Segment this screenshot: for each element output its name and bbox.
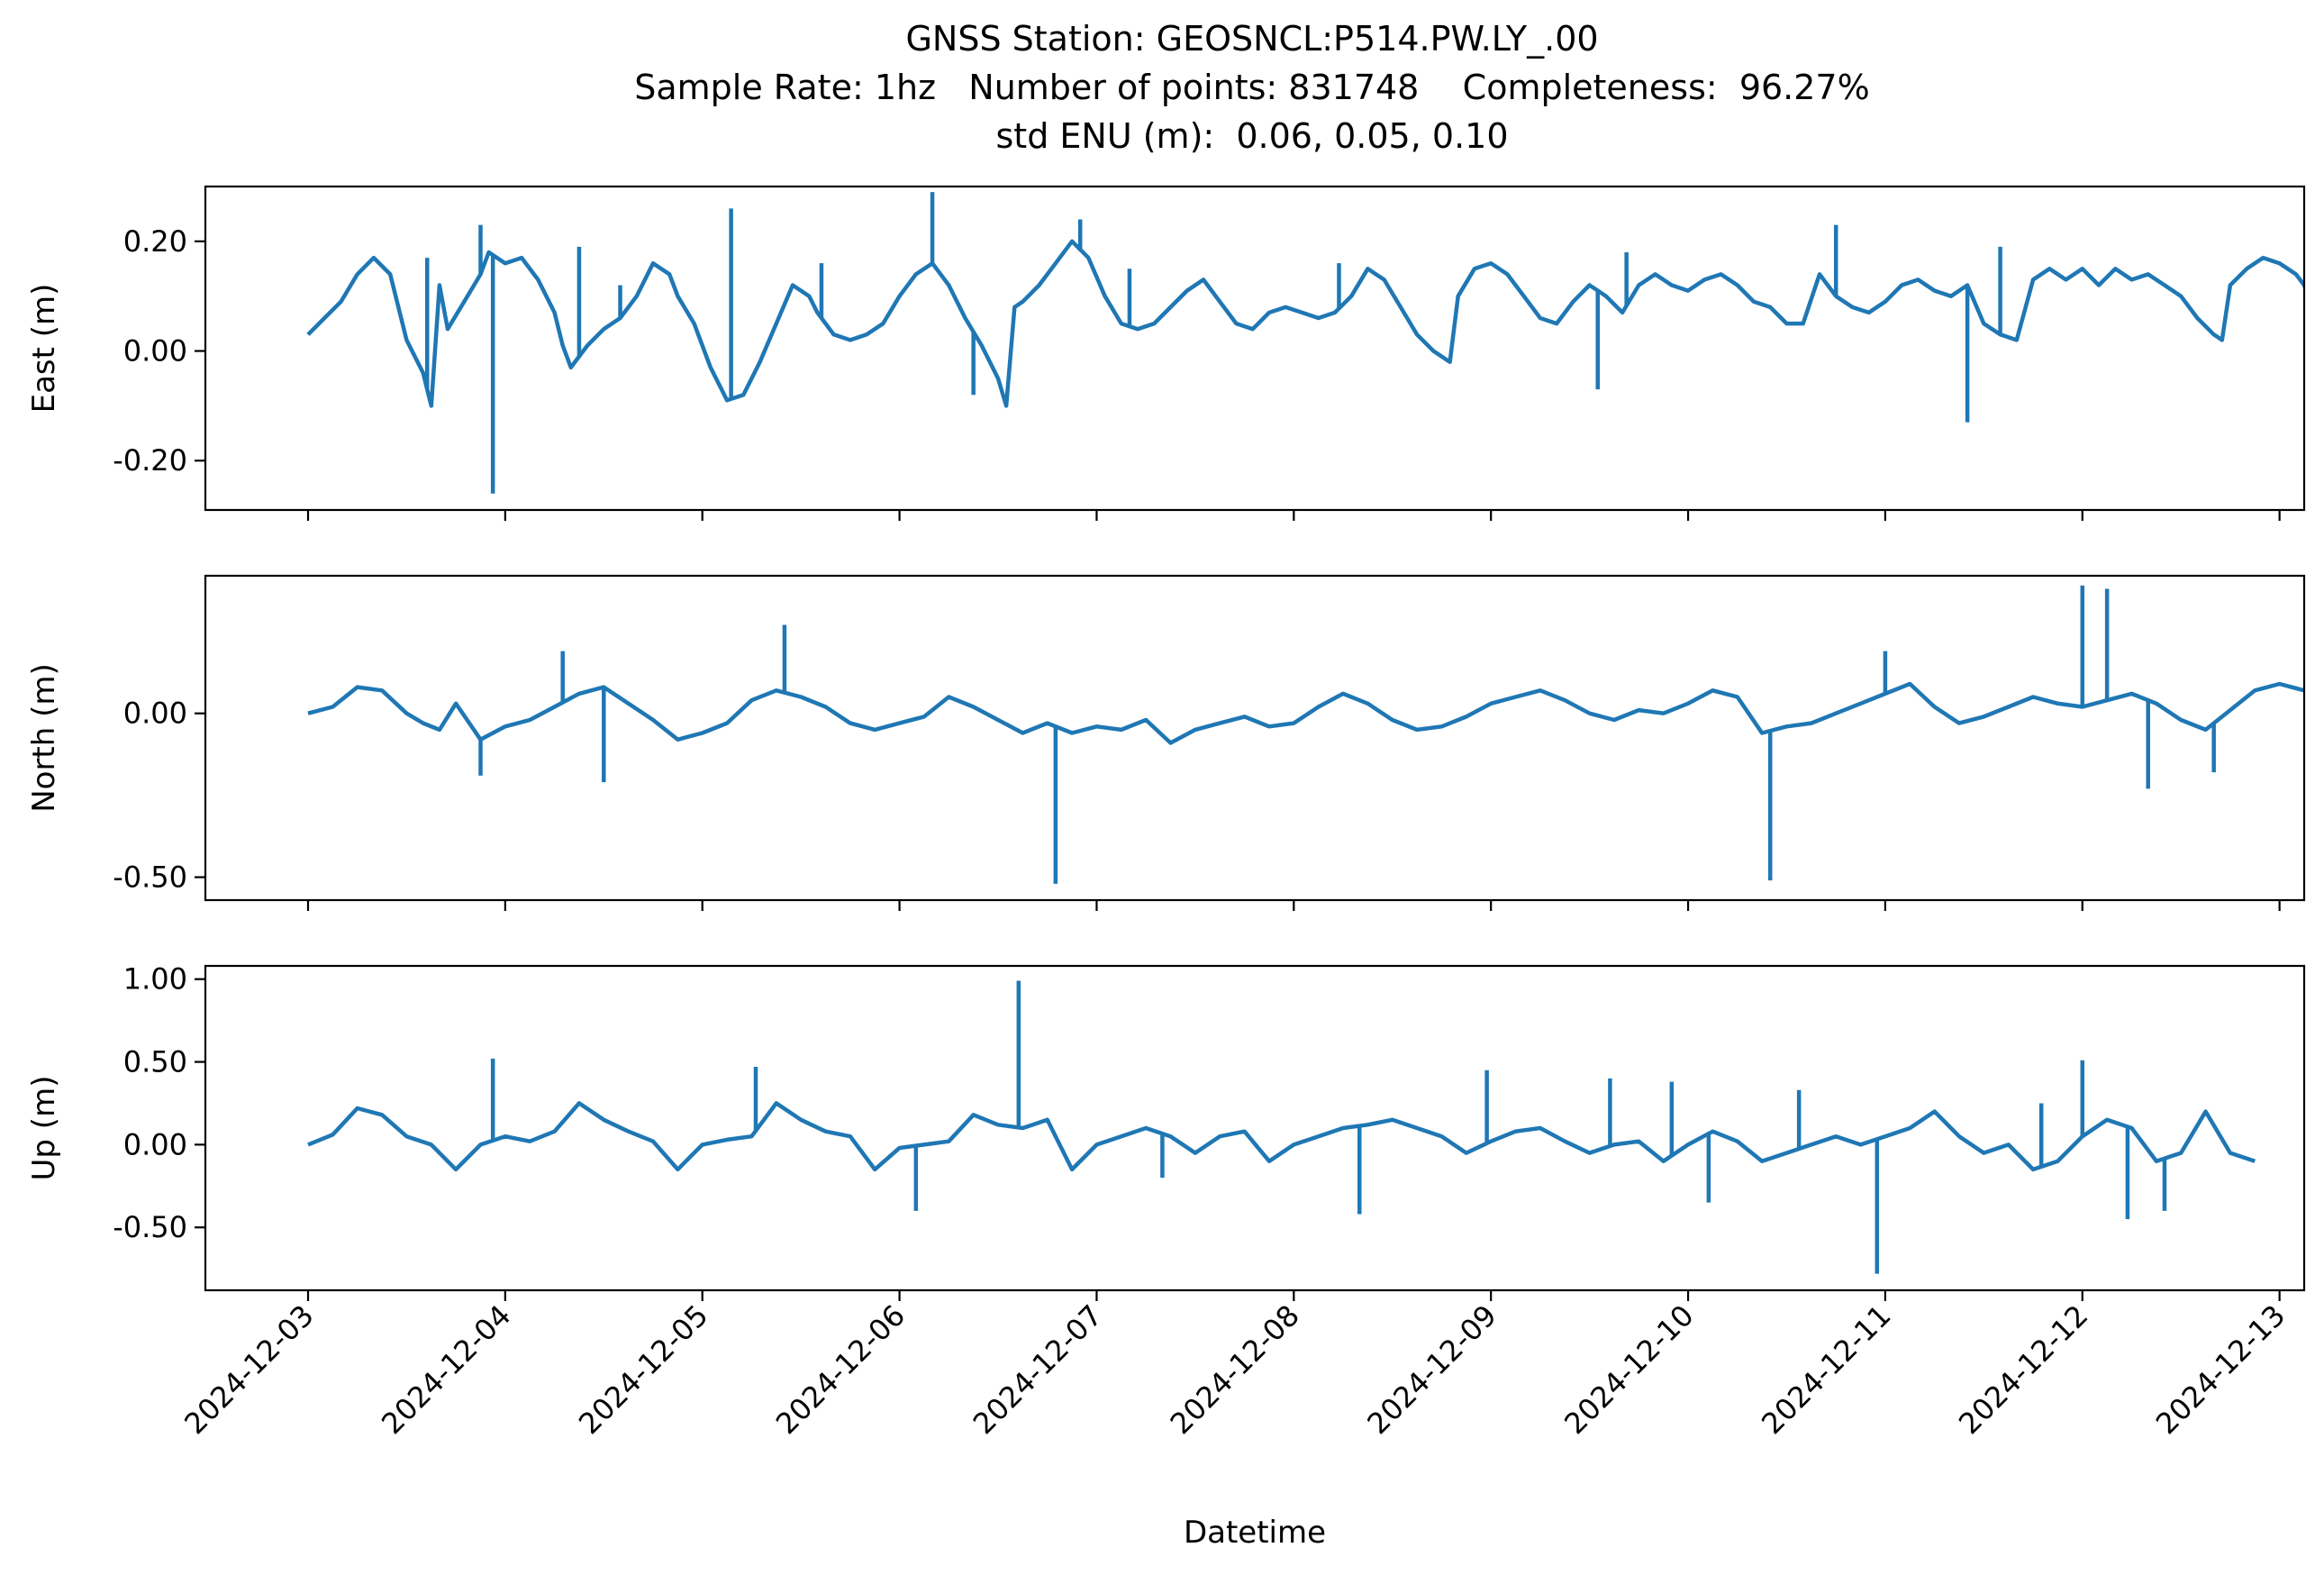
x-tick-label: 2024-12-03 [177, 1298, 320, 1441]
x-tick-label: 2024-12-09 [1360, 1298, 1502, 1441]
y-tick-label: 0.50 [123, 1045, 187, 1079]
x-axis-label: Datetime [1184, 1515, 1326, 1551]
plot-frame [204, 574, 2306, 902]
series-line [307, 681, 2304, 745]
y-tick-label: -0.50 [113, 1210, 187, 1244]
y-tick-label: -0.20 [113, 443, 187, 478]
chart-title: GNSS Station: GEOSNCL:P514.PW.LY_.00 Sam… [634, 19, 1869, 156]
y-tick-label: 0.20 [123, 224, 187, 259]
x-tick-label: 2024-12-04 [375, 1298, 517, 1441]
y-tick-label: 0.00 [123, 696, 187, 731]
subplot-north: -0.50 0.00 North (m) [26, 574, 2306, 911]
series-line [307, 1101, 2256, 1172]
series-group [307, 980, 2256, 1274]
plot-frame [204, 964, 2306, 1292]
plot-frame [204, 185, 2306, 512]
y-axis-label: North (m) [26, 663, 62, 813]
x-tick-label: 2024-12-05 [572, 1298, 714, 1441]
series-group [306, 192, 2304, 494]
y-tick-label: 1.00 [123, 962, 187, 997]
title-line-station: GNSS Station: GEOSNCL:P514.PW.LY_.00 [905, 19, 1598, 59]
title-line-std: std ENU (m): 0.06, 0.05, 0.10 [996, 116, 1509, 156]
subplot-up: -0.50 0.00 0.50 1.00 Up (m) 2024-12-03 2024-12… [26, 962, 2306, 1551]
x-tick-label: 2024-12-10 [1557, 1298, 1700, 1441]
y-axis-label: Up (m) [26, 1076, 62, 1181]
title-line-sample-info: Sample Rate: 1hz Number of points: 83174… [634, 68, 1869, 107]
y-tick-label: 0.00 [123, 1127, 187, 1161]
series-group [307, 585, 2304, 884]
x-tick-label: 2024-12-06 [769, 1298, 912, 1441]
x-tick-label: 2024-12-12 [1952, 1298, 2094, 1441]
x-tick-label: 2024-12-11 [1755, 1298, 1897, 1441]
y-tick-label: 0.00 [123, 334, 187, 369]
x-tick-label: 2024-12-08 [1164, 1298, 1306, 1441]
y-axis-label: East (m) [26, 284, 62, 414]
x-tick-label: 2024-12-07 [967, 1298, 1109, 1441]
y-tick-label: -0.50 [113, 860, 187, 895]
subplot-east: -0.20 0.00 0.20 East (m) [26, 185, 2306, 521]
series-line [306, 239, 2304, 408]
x-tick-label: 2024-12-13 [2149, 1298, 2292, 1441]
